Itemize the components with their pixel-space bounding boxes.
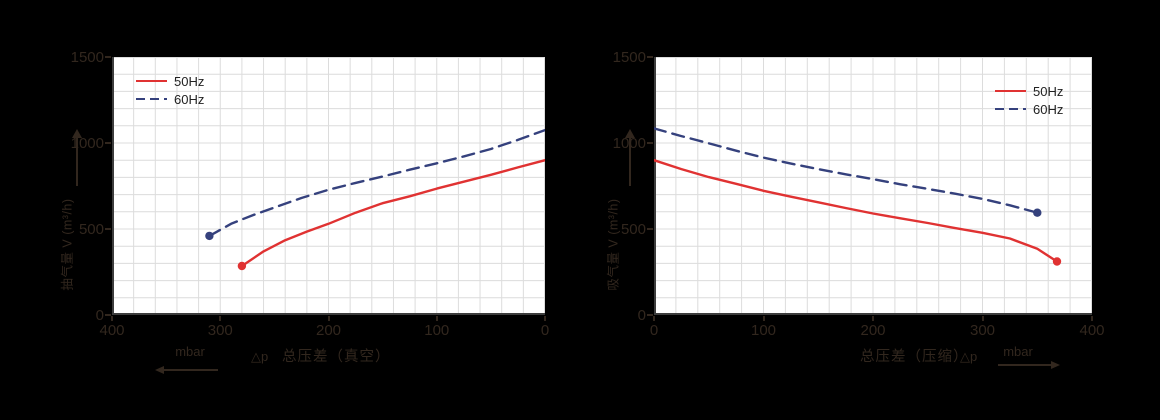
y-tick-label: 1000 bbox=[612, 135, 646, 152]
y-tick-label: 1500 bbox=[612, 49, 646, 66]
vacuum-x-unit: mbar bbox=[175, 344, 205, 359]
y-tick-label: 0 bbox=[637, 307, 646, 324]
y-axis-arrowhead-icon bbox=[625, 129, 635, 138]
y-tick-mark bbox=[105, 314, 111, 316]
x-tick-mark bbox=[327, 316, 330, 321]
x-tick-label: 400 bbox=[99, 322, 125, 339]
compression-plot-area bbox=[654, 57, 1092, 315]
legend-item-60hz: 60Hz bbox=[995, 102, 1063, 116]
compression-y-axis-label: 吸气量 V (m³/h) bbox=[606, 198, 621, 291]
compression-dp-label: △p bbox=[960, 349, 978, 364]
series-endpoint-dot bbox=[1033, 208, 1042, 217]
y-tick-mark bbox=[647, 142, 653, 144]
x-tick-label: 400 bbox=[1079, 322, 1105, 339]
y-tick-label: 0 bbox=[95, 307, 104, 324]
x-tick-mark bbox=[544, 316, 546, 321]
y-tick-mark bbox=[105, 228, 111, 230]
y-tick-mark bbox=[647, 56, 653, 58]
x-tick-mark bbox=[762, 316, 765, 321]
right-arrow-icon bbox=[998, 364, 1053, 366]
y-tick-label: 1000 bbox=[70, 135, 104, 152]
series-line-50Hz bbox=[240, 158, 545, 268]
x-tick-label: 100 bbox=[424, 322, 450, 339]
x-tick-mark bbox=[872, 316, 874, 321]
x-tick-mark bbox=[219, 316, 222, 321]
y-axis-arrow-icon bbox=[76, 138, 78, 186]
right-arrowhead-icon bbox=[1051, 360, 1060, 369]
legend-label: 50Hz bbox=[1033, 83, 1064, 99]
vacuum-legend: 50Hz 60Hz bbox=[136, 74, 204, 106]
vacuum-plot-area bbox=[112, 57, 545, 315]
x-tick-mark bbox=[981, 316, 984, 321]
x-tick-label: 200 bbox=[860, 322, 886, 339]
legend-label: 60Hz bbox=[174, 91, 205, 107]
legend-line-dashed-icon bbox=[995, 107, 1026, 111]
vacuum-y-axis-label: 抽气量 V (m³/h) bbox=[60, 198, 75, 291]
y-axis-arrowhead-icon bbox=[72, 129, 82, 138]
vacuum-dp-label: △p bbox=[251, 349, 269, 364]
series-endpoint-dot bbox=[1052, 257, 1062, 266]
compression-x-axis-title: 总压差（压缩） bbox=[860, 349, 969, 365]
legend-line-dashed-icon bbox=[136, 97, 167, 101]
y-tick-mark bbox=[647, 314, 653, 316]
y-tick-label: 500 bbox=[78, 221, 104, 238]
legend-line-solid-icon bbox=[136, 79, 167, 83]
series-endpoint-dot bbox=[205, 231, 214, 241]
legend-label: 50Hz bbox=[174, 73, 205, 89]
series-line-60Hz bbox=[208, 128, 545, 238]
y-tick-label: 1500 bbox=[70, 49, 104, 66]
x-tick-label: 200 bbox=[315, 322, 342, 339]
compression-x-unit: mbar bbox=[1003, 344, 1033, 359]
x-tick-label: 100 bbox=[750, 322, 777, 339]
y-tick-mark bbox=[647, 228, 653, 230]
x-tick-label: 300 bbox=[969, 322, 996, 339]
x-tick-label: 0 bbox=[540, 322, 550, 339]
y-axis-arrow-icon bbox=[629, 138, 631, 186]
legend-label: 60Hz bbox=[1033, 101, 1064, 117]
x-tick-mark bbox=[435, 316, 438, 321]
x-tick-mark bbox=[111, 316, 113, 321]
y-tick-label: 500 bbox=[620, 221, 646, 238]
left-arrow-icon bbox=[163, 369, 218, 371]
legend-item-50hz: 50Hz bbox=[136, 74, 204, 88]
series-line-50Hz bbox=[654, 158, 1059, 263]
vacuum-x-axis-title: 总压差（真空） bbox=[282, 349, 391, 365]
legend-line-solid-icon bbox=[995, 89, 1026, 93]
x-tick-mark bbox=[653, 316, 655, 321]
legend-item-50hz: 50Hz bbox=[995, 84, 1063, 98]
legend-item-60hz: 60Hz bbox=[136, 92, 204, 106]
compression-legend: 50Hz 60Hz bbox=[995, 84, 1063, 116]
y-tick-mark bbox=[105, 56, 111, 58]
left-arrowhead-icon bbox=[155, 365, 164, 374]
x-tick-mark bbox=[1091, 316, 1093, 321]
series-line-60Hz bbox=[654, 127, 1039, 214]
series-endpoint-dot bbox=[237, 261, 247, 271]
x-tick-label: 300 bbox=[207, 322, 233, 339]
x-tick-label: 0 bbox=[649, 322, 659, 339]
y-tick-mark bbox=[105, 142, 111, 144]
